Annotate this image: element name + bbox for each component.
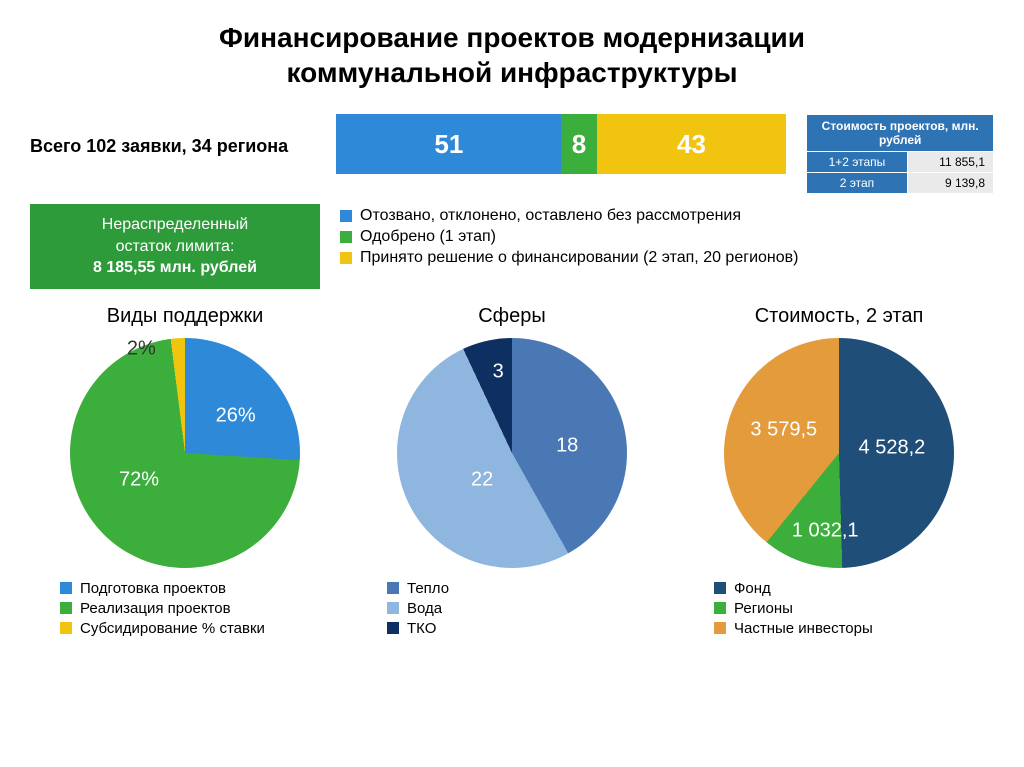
balance-line1: Нераспределенный bbox=[44, 214, 306, 236]
legend-text: Одобрено (1 этап) bbox=[360, 228, 496, 246]
balance-amount: 8 185,55 млн. рублей bbox=[44, 257, 306, 279]
top-row: Всего 102 заявки, 34 региона 51843 Стоим… bbox=[30, 114, 994, 194]
legend-text: Вода bbox=[407, 600, 442, 617]
pie-legend-item: Фонд bbox=[714, 580, 994, 597]
bar-legend-item: Принято решение о финансировании (2 этап… bbox=[340, 249, 994, 267]
pie-slice-label: 72% bbox=[119, 469, 159, 492]
legend-text: Тепло bbox=[407, 580, 449, 597]
pie1-title: Виды поддержки bbox=[30, 305, 340, 328]
stacked-bar: 51843 bbox=[336, 114, 786, 174]
bar-legend: Отозвано, отклонено, оставлено без рассм… bbox=[340, 204, 994, 270]
pie-slice-label: 3 bbox=[493, 361, 504, 384]
pie1-legend: Подготовка проектов Реализация проектов Су… bbox=[30, 580, 340, 637]
cost-table-header: Стоимость проектов, млн. рублей bbox=[807, 115, 994, 152]
title-line2: коммунальной инфраструктуры bbox=[286, 57, 737, 88]
pie-slice-label: 4 528,2 bbox=[859, 437, 926, 460]
legend-swatch bbox=[340, 252, 352, 264]
cost-row-0-label: 1+2 этапы bbox=[807, 152, 907, 173]
bar-legend-item: Отозвано, отклонено, оставлено без рассм… bbox=[340, 207, 994, 225]
pie-legend-item: Тепло bbox=[387, 580, 667, 597]
bar-segment: 51 bbox=[336, 114, 561, 174]
cost-row-1-value: 9 139,8 bbox=[907, 173, 993, 194]
pie-chart bbox=[397, 338, 627, 568]
legend-text: ТКО bbox=[407, 620, 436, 637]
legend-text: Субсидирование % ставки bbox=[80, 620, 265, 637]
legend-swatch bbox=[387, 622, 399, 634]
legend-swatch bbox=[387, 582, 399, 594]
legend-swatch bbox=[340, 231, 352, 243]
legend-text: Реализация проектов bbox=[80, 600, 231, 617]
pie-legend-item: ТКО bbox=[387, 620, 667, 637]
legend-swatch bbox=[60, 602, 72, 614]
cost-row-0-value: 11 855,1 bbox=[907, 152, 993, 173]
pie-legend-item: Реализация проектов bbox=[60, 600, 340, 617]
legend-text: Частные инвесторы bbox=[734, 620, 873, 637]
balance-box: Нераспределенный остаток лимита: 8 185,5… bbox=[30, 204, 320, 289]
pie-slice-label: 2% bbox=[127, 338, 156, 361]
chart-col-3: Стоимость, 2 этап 4 528,21 032,13 579,5 … bbox=[684, 305, 994, 640]
pie-slice-label: 3 579,5 bbox=[750, 418, 817, 441]
pie3-title: Стоимость, 2 этап bbox=[684, 305, 994, 328]
pie-slice-label: 26% bbox=[216, 404, 256, 427]
legend-text: Фонд bbox=[734, 580, 771, 597]
pie3: 4 528,2 1 032,1 3 579,5 bbox=[724, 338, 954, 568]
pie-legend-item: Регионы bbox=[714, 600, 994, 617]
title-line1: Финансирование проектов модернизации bbox=[219, 22, 805, 53]
pie-legend-item: Вода bbox=[387, 600, 667, 617]
balance-line2: остаток лимита: bbox=[44, 236, 306, 258]
summary-text: Всего 102 заявки, 34 региона bbox=[30, 114, 316, 157]
bar-segment: 43 bbox=[597, 114, 787, 174]
cost-table: Стоимость проектов, млн. рублей 1+2 этап… bbox=[806, 114, 994, 194]
stacked-bar-wrap: 51843 bbox=[336, 114, 786, 174]
mid-row: Нераспределенный остаток лимита: 8 185,5… bbox=[30, 204, 994, 289]
chart-col-2: Сферы 18 22 3 Тепло Вода ТКО bbox=[357, 305, 667, 640]
bar-legend-item: Одобрено (1 этап) bbox=[340, 228, 994, 246]
legend-swatch bbox=[714, 602, 726, 614]
pie-slice-label: 18 bbox=[556, 434, 578, 457]
legend-swatch bbox=[340, 210, 352, 222]
chart-col-1: Виды поддержки 26% 72% 2% Подготовка проек… bbox=[30, 305, 340, 640]
legend-text: Регионы bbox=[734, 600, 793, 617]
pie2-legend: Тепло Вода ТКО bbox=[357, 580, 667, 637]
cost-row-1-label: 2 этап bbox=[807, 173, 907, 194]
page-title: Финансирование проектов модернизации ком… bbox=[30, 20, 994, 90]
pie-chart bbox=[70, 338, 300, 568]
legend-swatch bbox=[60, 582, 72, 594]
pie-legend-item: Частные инвесторы bbox=[714, 620, 994, 637]
legend-text: Отозвано, отклонено, оставлено без рассм… bbox=[360, 207, 741, 225]
legend-text: Подготовка проектов bbox=[80, 580, 226, 597]
pie-slice-label: 1 032,1 bbox=[792, 519, 859, 542]
pie3-legend: Фонд Регионы Частные инвесторы bbox=[684, 580, 994, 637]
pie-legend-item: Подготовка проектов bbox=[60, 580, 340, 597]
legend-swatch bbox=[714, 622, 726, 634]
legend-swatch bbox=[60, 622, 72, 634]
bar-segment: 8 bbox=[561, 114, 596, 174]
pie-legend-item: Субсидирование % ставки bbox=[60, 620, 340, 637]
charts-row: Виды поддержки 26% 72% 2% Подготовка проек… bbox=[30, 305, 994, 640]
pie2-title: Сферы bbox=[357, 305, 667, 328]
legend-text: Принято решение о финансировании (2 этап… bbox=[360, 249, 798, 267]
legend-swatch bbox=[387, 602, 399, 614]
pie1: 26% 72% 2% bbox=[70, 338, 300, 568]
legend-swatch bbox=[714, 582, 726, 594]
pie-slice-label: 22 bbox=[471, 469, 493, 492]
pie2: 18 22 3 bbox=[397, 338, 627, 568]
